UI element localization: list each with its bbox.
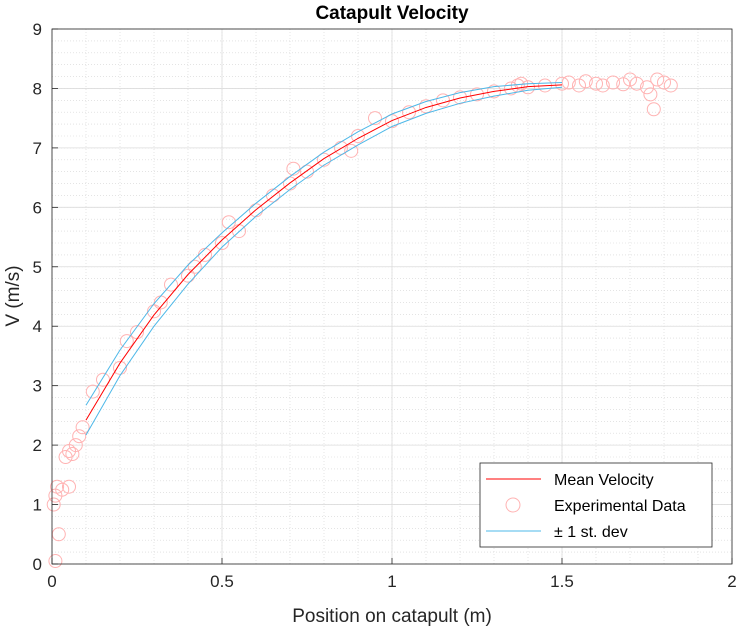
experimental-data-point: [300, 164, 314, 179]
experimental-data-point: [113, 360, 127, 375]
x-axis-label: Position on catapult (m): [292, 606, 492, 627]
experimental-data-point: [657, 75, 671, 90]
experimental-data-point: [419, 99, 433, 114]
x-tick-label: 1: [387, 572, 396, 591]
y-tick-label: 9: [33, 20, 42, 39]
experimental-data-point: [181, 268, 195, 283]
std-lower-line: [85, 86, 563, 436]
experimental-data-point: [640, 80, 654, 95]
y-tick-label: 4: [33, 317, 42, 336]
experimental-data-point: [650, 72, 665, 87]
experimental-data-point: [215, 236, 229, 250]
experimental-data-point: [164, 277, 178, 292]
legend-std-label: ± 1 st. dev: [554, 524, 628, 541]
y-tick-label: 2: [33, 436, 42, 455]
experimental-data-point: [96, 372, 110, 387]
experimental-data-point: [616, 77, 631, 92]
experimental-data-point: [75, 420, 90, 435]
experimental-data-point: [555, 76, 569, 91]
experimental-data-point: [487, 84, 501, 99]
experimental-data-point: [453, 90, 467, 105]
experimental-data-point: [344, 143, 359, 158]
experimental-data-point: [578, 74, 593, 89]
y-axis-label: V (m/s): [3, 265, 24, 326]
x-tick-label: 1.5: [550, 572, 574, 591]
y-tick-label: 5: [33, 258, 42, 277]
experimental-data-point: [119, 334, 134, 349]
experimental-data-points: [46, 72, 678, 569]
experimental-data-point: [623, 72, 637, 87]
std-upper-line: [85, 82, 563, 406]
y-tick-label: 3: [33, 377, 42, 396]
y-tick-label: 6: [33, 198, 42, 217]
experimental-data-point: [48, 488, 63, 503]
experimental-data-point: [402, 105, 416, 120]
experimental-data-point: [643, 87, 658, 102]
y-axis-ticks: 0 1 2 3 4 5 6 7 8 9: [33, 20, 58, 574]
experimental-data-point: [385, 114, 399, 129]
y-tick-label: 7: [33, 139, 42, 158]
experimental-data-point: [595, 78, 610, 93]
legend: Mean Velocity Experimental Data ± 1 st. …: [479, 462, 713, 548]
experimental-data-point: [48, 554, 63, 569]
chart-title: Catapult Velocity: [315, 3, 469, 24]
legend-box: [479, 462, 713, 548]
experimental-data-point: [187, 259, 202, 274]
experimental-data-point: [62, 479, 76, 494]
experimental-data-point: [606, 75, 620, 90]
experimental-data-point: [147, 304, 161, 319]
experimental-data-point: [646, 102, 661, 117]
experimental-data-point: [436, 93, 450, 108]
legend-mean-label: Mean Velocity: [554, 472, 654, 489]
y-tick-label: 8: [33, 79, 42, 98]
experimental-data-point: [589, 76, 603, 91]
x-tick-label: 0.5: [210, 572, 234, 591]
experimental-data-point: [221, 215, 236, 230]
experimental-data-point: [317, 152, 331, 167]
experimental-data-point: [72, 429, 87, 444]
series-lines: [85, 82, 563, 436]
experimental-data-point: [46, 497, 61, 512]
x-axis-ticks: 0 0.5 1 1.5 2: [47, 558, 737, 591]
experimental-data-point: [68, 438, 83, 453]
x-tick-label: 2: [727, 572, 736, 591]
x-tick-label: 0: [47, 572, 56, 591]
experimental-data-point: [65, 447, 80, 462]
experimental-data-point: [286, 161, 301, 176]
experimental-data-point: [663, 78, 678, 93]
legend-data-swatch: [505, 497, 521, 513]
mean-velocity-line: [85, 84, 563, 421]
experimental-data-point: [629, 76, 644, 91]
experimental-data-point: [561, 75, 576, 90]
y-tick-label: 1: [33, 496, 42, 515]
experimental-data-point: [572, 78, 586, 93]
y-tick-label: 0: [33, 555, 42, 574]
experimental-data-point: [368, 111, 382, 126]
experimental-data-point: [470, 87, 484, 102]
experimental-data-point: [85, 384, 100, 399]
legend-data-label: Experimental Data: [554, 498, 686, 515]
